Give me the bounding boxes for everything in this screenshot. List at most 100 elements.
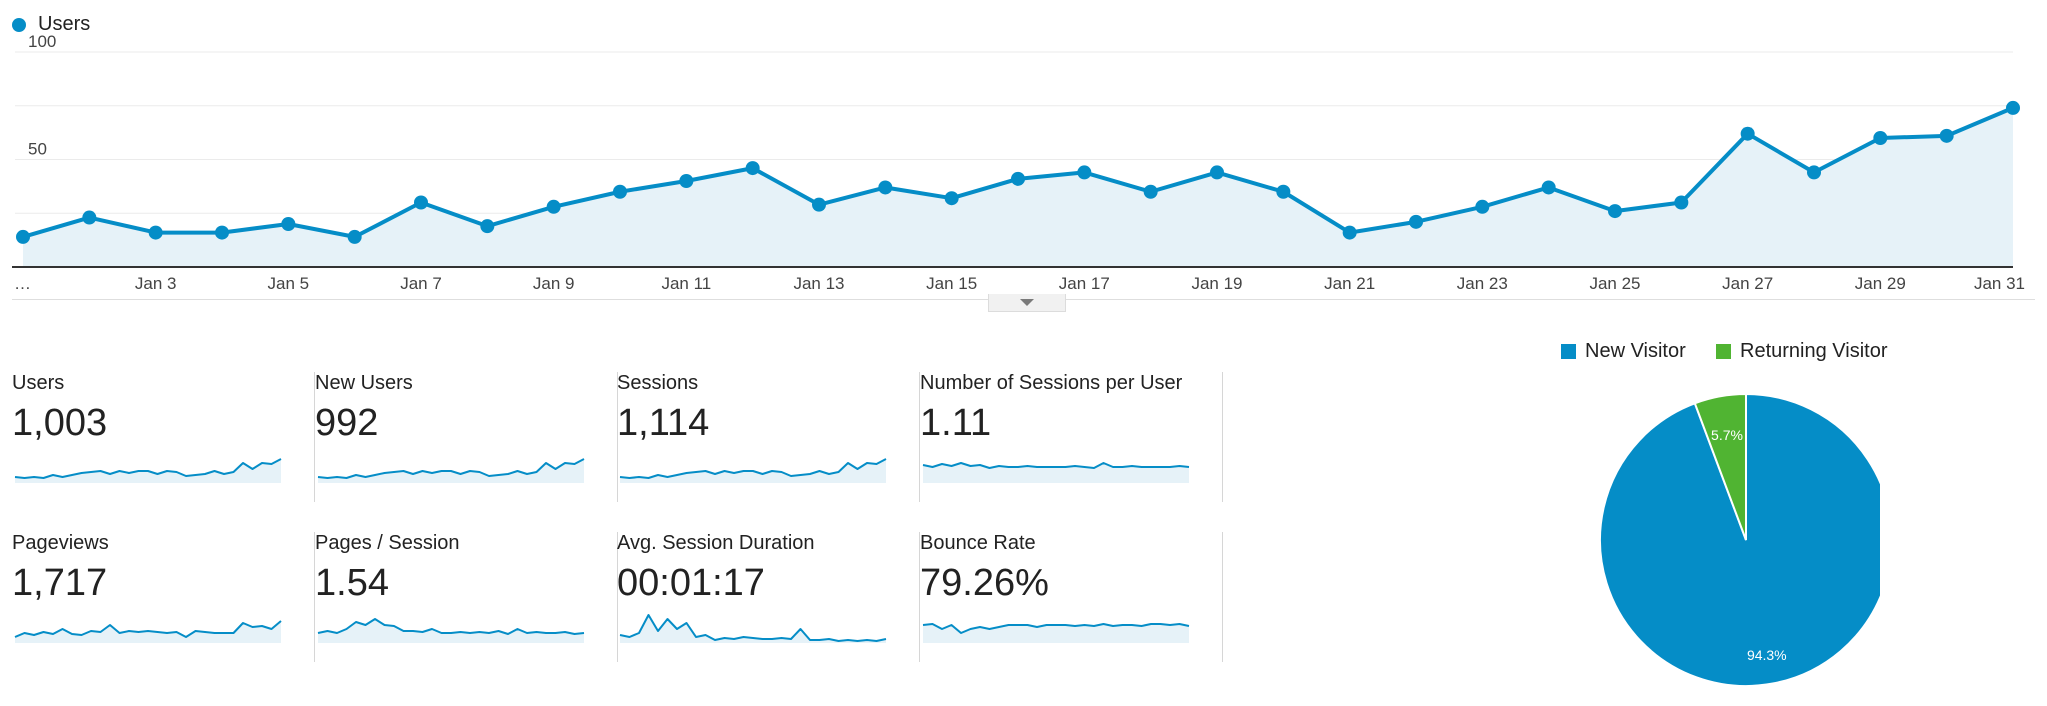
x-tick-label: Jan 25 [1589,274,1640,293]
metric-label: Users [12,372,65,394]
metric-value: 1,717 [12,562,108,604]
metric-label: Pageviews [12,532,109,554]
users-data-point [1939,128,1954,143]
metric-value: 992 [315,402,379,444]
users-data-point [1210,165,1224,180]
x-tick-label: … [14,274,31,293]
sparkline-line [619,614,887,642]
returning-visitor-label: Returning Visitor [1740,340,1888,362]
sparkline-line [14,458,282,479]
chevron-down-icon [1020,299,1034,306]
metric-sparkline [14,458,282,483]
metric-pageviews[interactable]: Pageviews 1,717 [12,532,315,662]
sparkline-area [923,624,1189,643]
users-data-point [1409,214,1423,229]
new-visitor-slice [1599,392,1880,687]
metric-value: 1,114 [617,402,710,444]
metric-avg-session-duration[interactable]: Avg. Session Duration 00:01:17 [617,532,920,662]
x-tick-label: Jan 13 [793,274,844,293]
sparkline-area [620,615,886,643]
y-tick-label: 50 [28,140,47,159]
sparkline-line [922,462,1190,469]
sparkline-line [14,620,282,638]
metric-value: 1,003 [12,402,108,444]
main-chart-legend[interactable]: Users [12,13,90,36]
users-area [23,107,2013,268]
metric-sparkline [619,614,887,643]
x-tick-label: Jan 3 [135,274,177,293]
x-tick-label: Jan 15 [926,274,977,293]
metric-sparkline [619,458,887,483]
users-data-point [347,229,362,244]
users-data-point [1807,165,1821,180]
new-visitor-swatch [1561,344,1576,359]
users-data-point [745,161,760,176]
metric-pages-per-session[interactable]: Pages / Session 1.54 [315,532,618,662]
users-data-point [82,210,97,225]
x-tick-label: Jan 21 [1324,274,1375,293]
x-tick-label: Jan 31 [1974,274,2025,293]
users-data-point [944,191,959,206]
y-tick-label: 100 [28,32,56,51]
x-tick-label: Jan 7 [400,274,442,293]
metric-label: Sessions [617,372,699,394]
users-data-point [812,197,826,212]
metric-value: 00:01:17 [617,562,765,604]
sparkline-line [619,458,887,479]
x-tick-label: Jan 17 [1059,274,1110,293]
users-data-point [878,180,893,195]
metric-bounce-rate[interactable]: Bounce Rate 79.26% [920,532,1223,662]
users-data-point [480,219,495,234]
returning-visitor-slice [1693,392,1747,541]
metric-sparkline [922,462,1190,483]
pie-legend-returning-visitor[interactable]: Returning Visitor [1716,340,1887,363]
returning-visitor-percent-label: 5.7% [1711,427,1743,443]
x-tick-label: Jan 19 [1191,274,1242,293]
users-data-point [16,229,30,244]
metric-label: Number of Sessions per User [920,372,1183,394]
metric-new-users[interactable]: New Users 992 [315,372,618,502]
new-visitor-label: New Visitor [1585,340,1686,362]
new-visitor-percent-label: 94.3% [1747,647,1787,663]
users-data-point [1475,199,1490,214]
users-data-point [1541,180,1556,195]
x-tick-label: Jan 11 [661,274,711,293]
x-tick-label: Jan 27 [1722,274,1773,293]
users-data-point [148,225,163,240]
users-data-point [1011,171,1025,186]
users-data-point [546,199,561,214]
users-data-point [414,195,428,210]
users-data-point [1077,165,1092,180]
metric-label: Avg. Session Duration [617,532,815,554]
metric-sessions-per-user[interactable]: Number of Sessions per User 1.11 [920,372,1223,502]
users-data-point [1873,131,1888,145]
sparkline-line [317,618,585,635]
returning-visitor-swatch [1716,344,1731,359]
metric-value: 79.26% [920,562,1049,604]
metric-users[interactable]: Users 1,003 [12,372,315,502]
x-tick-label: Jan 5 [268,274,310,293]
metric-sparkline [922,623,1190,643]
users-line-chart: 100 50 … Jan 3 Jan 5 Jan 7 Jan 9 Jan 11 Jan 13 Ja… [12,32,2035,300]
metric-sparkline [317,618,585,643]
users-data-point [281,217,296,231]
users-data-point [1608,204,1622,219]
x-tick-label: Jan 29 [1855,274,1906,293]
metric-label: New Users [315,372,413,394]
pie-legend-new-visitor[interactable]: New Visitor [1561,340,1686,363]
users-data-point [613,184,627,199]
metric-sparkline [317,458,585,483]
users-data-point [1674,195,1689,210]
users-data-point [215,225,229,240]
sparkline-line [317,458,585,479]
metric-sessions[interactable]: Sessions 1,114 [617,372,920,502]
chart-collapse-toggle[interactable] [988,294,1066,312]
users-data-point [679,174,694,188]
metric-value: 1.54 [315,562,389,604]
metric-label: Bounce Rate [920,532,1036,554]
users-data-point [1740,126,1755,141]
users-legend-swatch [12,17,26,32]
metric-sparkline [14,620,282,643]
x-tick-label: Jan 23 [1457,274,1508,293]
users-legend-label: Users [38,13,91,35]
